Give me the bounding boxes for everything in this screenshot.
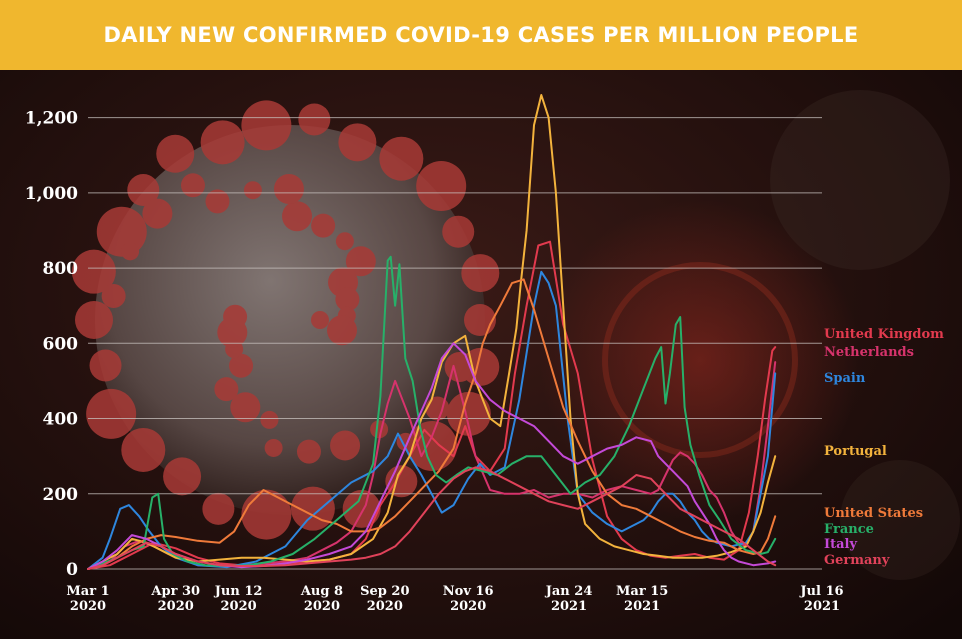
- virus-spike-shape: [223, 304, 248, 329]
- virus-spike-shape: [180, 173, 205, 198]
- series-label-italy: Italy: [824, 537, 857, 552]
- y-tick-label: 800: [43, 259, 79, 279]
- virus-spike-shape: [89, 349, 122, 382]
- virus-spike-shape: [298, 103, 331, 136]
- x-tick-label: Sep 20: [360, 584, 409, 599]
- x-tick-year: 2021: [804, 599, 840, 614]
- virus-spike-shape: [326, 315, 357, 346]
- virus-spike-shape: [264, 438, 283, 457]
- virus-spike-shape: [407, 420, 458, 471]
- x-tick-year: 2020: [367, 599, 403, 614]
- x-tick-year: 2021: [551, 599, 587, 614]
- virus-spike-shape: [121, 427, 166, 472]
- virus-spike-shape: [335, 232, 354, 251]
- virus-spike-shape: [296, 439, 321, 464]
- y-tick-label: 400: [43, 410, 79, 430]
- y-tick-label: 600: [43, 334, 79, 354]
- y-tick-label: 1,000: [25, 184, 78, 204]
- x-tick-label: Mar 1: [66, 584, 109, 599]
- x-tick-year: 2020: [158, 599, 194, 614]
- series-line-spain: [87, 270, 777, 570]
- y-tick-label: 1,200: [25, 109, 78, 129]
- x-tick-label: Jun 12: [214, 584, 263, 599]
- x-tick-year: 2020: [221, 599, 257, 614]
- series-line-united-states: [87, 278, 777, 570]
- virus-spike-shape: [200, 120, 245, 165]
- series-line-germany: [87, 466, 777, 570]
- x-tick-year: 2020: [70, 599, 106, 614]
- virus-spike-shape: [75, 301, 113, 339]
- virus-spike-shape: [202, 492, 235, 525]
- series-line-france: [87, 255, 777, 570]
- virus-spike-shape: [229, 353, 254, 378]
- virus-spike-shape: [311, 213, 336, 238]
- x-tick-label: Apr 30: [150, 584, 200, 599]
- x-tick-year: 2021: [624, 599, 660, 614]
- virus-spike-shape: [163, 457, 202, 496]
- x-tick-label: Jul 16: [799, 584, 843, 599]
- series-label-germany: Germany: [824, 553, 890, 568]
- virus-spike-shape: [330, 430, 361, 461]
- virus-spike-shape: [442, 215, 475, 248]
- virus-spike-shape: [461, 254, 500, 293]
- x-tick-label: Nov 16: [443, 584, 494, 599]
- y-tick-label: 200: [43, 485, 79, 505]
- series-label-united-kingdom: United Kingdom: [824, 327, 944, 342]
- virus-spike-shape: [205, 189, 230, 214]
- virus-spike-shape: [86, 388, 137, 439]
- series-line-italy: [87, 342, 777, 570]
- x-tick-label: Aug 8: [300, 584, 343, 599]
- x-tick-label: Mar 15: [616, 584, 668, 599]
- virus-spike-shape: [282, 201, 313, 232]
- virus-spike-shape: [338, 123, 377, 162]
- virus-spike-shape: [379, 136, 424, 181]
- virus-spike-shape: [311, 311, 329, 329]
- virus-spike-shape: [241, 489, 292, 540]
- series-label-spain: Spain: [824, 371, 866, 386]
- virus-spike-shape: [214, 377, 239, 402]
- virus-spike-shape: [370, 420, 389, 439]
- chart-title: DAILY NEW CONFIRMED COVID-19 CASES PER M…: [103, 23, 859, 47]
- virus-spike-shape: [416, 161, 467, 212]
- virus-spike-shape: [142, 198, 173, 229]
- series-line-portugal: [87, 94, 777, 570]
- series-label-portugal: Portugal: [824, 444, 887, 459]
- virus-spike-shape: [241, 100, 292, 151]
- series-line-united-kingdom: [87, 240, 777, 570]
- x-tick-year: 2020: [450, 599, 486, 614]
- y-tick-label: 0: [66, 560, 78, 580]
- virus-spike-shape: [446, 391, 491, 436]
- series-label-france: France: [824, 522, 874, 537]
- virus-spike-shape: [273, 174, 304, 205]
- virus-spike-shape: [335, 287, 360, 312]
- virus-spike-shape: [260, 410, 279, 429]
- virus-spike-shape: [101, 284, 126, 309]
- series-label-united-states: United States: [824, 506, 923, 521]
- x-tick-year: 2020: [304, 599, 340, 614]
- x-tick-label: Jan 24: [545, 584, 593, 599]
- virus-spike-shape: [71, 249, 116, 294]
- virus-spike-shape: [121, 242, 140, 261]
- virus-spike-shape: [345, 246, 376, 277]
- virus-spike-shape: [127, 174, 160, 207]
- virus-spike-shape: [243, 181, 262, 200]
- series-label-netherlands: Netherlands: [824, 345, 914, 360]
- virus-spike-shape: [156, 134, 195, 173]
- title-banner: DAILY NEW CONFIRMED COVID-19 CASES PER M…: [0, 0, 962, 70]
- virus-spike-shape: [230, 392, 261, 423]
